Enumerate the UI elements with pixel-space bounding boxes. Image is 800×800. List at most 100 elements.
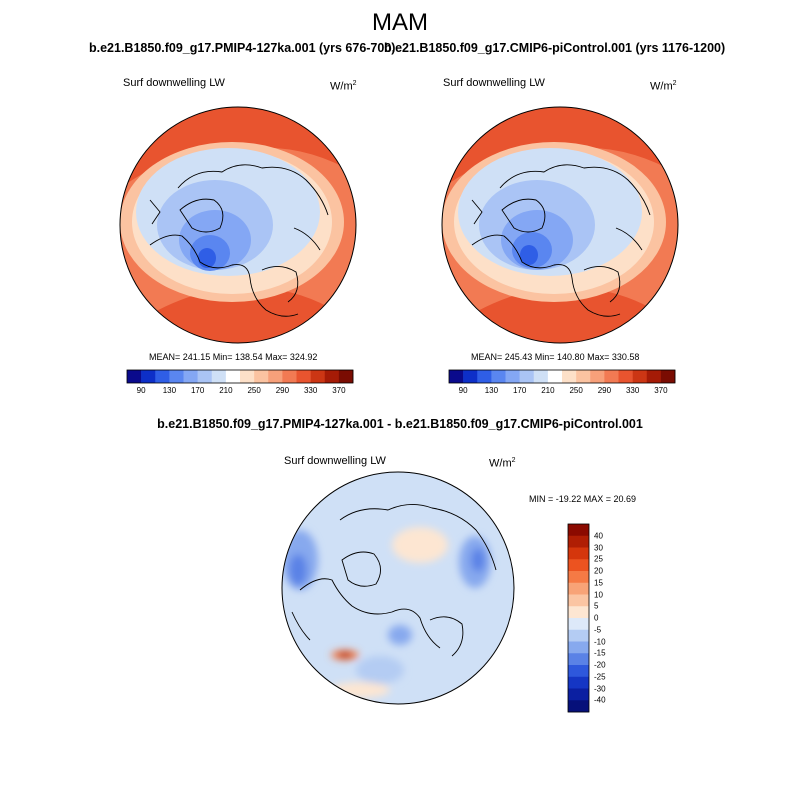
colorbar-tick-label: 370 (654, 386, 668, 395)
colorbar-tick-label: 210 (541, 386, 555, 395)
colorbar-swatch (568, 535, 589, 548)
colorbar-swatch (568, 676, 589, 689)
colorbar-swatch (449, 370, 464, 383)
colorbar-swatch (477, 370, 492, 383)
colorbar-swatch (632, 370, 648, 383)
diff-colorbar (567, 523, 590, 713)
left-panel-title: b.e21.B1850.f09_g17.PMIP4-127ka.001 (yrs… (89, 41, 396, 55)
colorbar-swatch (338, 370, 354, 383)
colorbar-swatch (562, 370, 577, 383)
left-colorbar-ticks: 90 130 170 210 250 290 330 370 (127, 386, 353, 398)
left-variable-label: Surf downwelling LW (123, 77, 225, 89)
left-stats: MEAN= 241.15 Min= 138.54 Max= 324.92 (149, 352, 318, 362)
colorbar-tick-label: 90 (136, 386, 146, 395)
colorbar-swatch (268, 370, 283, 383)
diff-stats: MIN = -19.22 MAX = 20.69 (529, 494, 637, 504)
colorbar-tick-label: 290 (275, 386, 290, 395)
left-colorbar (126, 369, 354, 384)
colorbar-tick-label: 20 (594, 566, 603, 576)
colorbar-swatch (568, 700, 589, 713)
colorbar-swatch (568, 547, 589, 560)
colorbar-swatch (547, 370, 563, 383)
colorbar-tick-label: 30 (594, 543, 603, 552)
colorbar-tick-label: -40 (594, 695, 606, 705)
colorbar-swatch (183, 370, 198, 383)
colorbar-tick-label: -30 (594, 684, 606, 693)
colorbar-border (567, 523, 590, 713)
colorbar-swatch (225, 370, 241, 383)
colorbar-swatch (568, 582, 589, 595)
diff-units-label: W/m2 (489, 457, 516, 470)
colorbar-tick-label: 15 (594, 578, 603, 588)
colorbar-tick-label: 330 (625, 386, 640, 395)
colorbar-swatch (604, 370, 619, 383)
colorbar-tick-label: 0 (594, 613, 599, 623)
right-colorbar-ticks: 90 130 170 210 250 290 330 370 (449, 386, 675, 398)
colorbar-swatch (590, 370, 605, 383)
colorbar-swatch (505, 370, 520, 383)
right-map (441, 106, 679, 344)
colorbar-border (448, 369, 676, 384)
colorbar-swatch (568, 606, 589, 619)
colorbar-tick-label: -25 (594, 672, 606, 682)
colorbar-tick-label: 90 (458, 386, 468, 395)
right-panel-title: b.e21.B1850.f09_g17.CMIP6-piControl.001 … (384, 41, 726, 55)
diff-panel-title: b.e21.B1850.f09_g17.PMIP4-127ka.001 - b.… (157, 417, 643, 431)
right-stats: MEAN= 245.43 Min= 140.80 Max= 330.58 (471, 352, 640, 362)
colorbar-swatch (240, 370, 255, 383)
colorbar-tick-label: 170 (190, 386, 205, 395)
diff-variable-label: Surf downwelling LW (284, 455, 386, 467)
colorbar-swatch (568, 594, 589, 607)
colorbar-swatch (646, 370, 662, 383)
colorbar-tick-label: -15 (594, 648, 606, 658)
colorbar-swatch (533, 370, 549, 383)
colorbar-swatch (519, 370, 535, 383)
colorbar-swatch (568, 688, 589, 701)
colorbar-tick-label: 5 (594, 601, 599, 611)
diff-colorbar-ticks: 40 30 25 20 15 10 5 0 -5 -10 -15 -20 -25 -30 -40 (594, 524, 624, 712)
colorbar-swatch (463, 370, 478, 383)
colorbar-tick-label: 370 (332, 386, 346, 395)
colorbar-swatch (660, 370, 676, 383)
right-units-label: W/m2 (650, 80, 677, 93)
colorbar-swatch (568, 653, 589, 666)
colorbar-tick-label: 170 (512, 386, 527, 395)
right-colorbar (448, 369, 676, 384)
colorbar-tick-label: 40 (594, 531, 603, 541)
colorbar-tick-label: 250 (569, 386, 583, 395)
colorbar-swatch (568, 665, 589, 678)
colorbar-tick-label: 250 (247, 386, 261, 395)
colorbar-swatch (568, 571, 589, 584)
colorbar-tick-label: 130 (484, 386, 499, 395)
colorbar-swatch (141, 370, 156, 383)
colorbar-swatch (568, 629, 589, 642)
colorbar-swatch (568, 559, 589, 572)
colorbar-tick-label: -10 (594, 637, 606, 646)
colorbar-swatch (310, 370, 326, 383)
right-variable-label: Surf downwelling LW (443, 77, 545, 89)
colorbar-swatch (282, 370, 297, 383)
colorbar-tick-label: -5 (594, 625, 602, 635)
colorbar-swatch (568, 618, 589, 631)
colorbar-border (126, 369, 354, 384)
colorbar-swatch (296, 370, 311, 383)
colorbar-tick-label: 330 (303, 386, 318, 395)
colorbar-swatch (618, 370, 633, 383)
figure-title: MAM (372, 9, 428, 36)
colorbar-swatch (568, 641, 589, 654)
colorbar-swatch (127, 370, 142, 383)
colorbar-swatch (254, 370, 269, 383)
colorbar-swatch (211, 370, 227, 383)
colorbar-swatch (169, 370, 184, 383)
colorbar-swatch (155, 370, 170, 383)
colorbar-swatch (324, 370, 340, 383)
left-map (119, 106, 357, 344)
colorbar-swatch (491, 370, 506, 383)
colorbar-tick-label: 10 (594, 590, 603, 599)
colorbar-tick-label: 130 (162, 386, 177, 395)
colorbar-tick-label: 290 (597, 386, 612, 395)
colorbar-swatch (568, 524, 589, 537)
colorbar-swatch (576, 370, 591, 383)
left-units-label: W/m2 (330, 80, 357, 93)
